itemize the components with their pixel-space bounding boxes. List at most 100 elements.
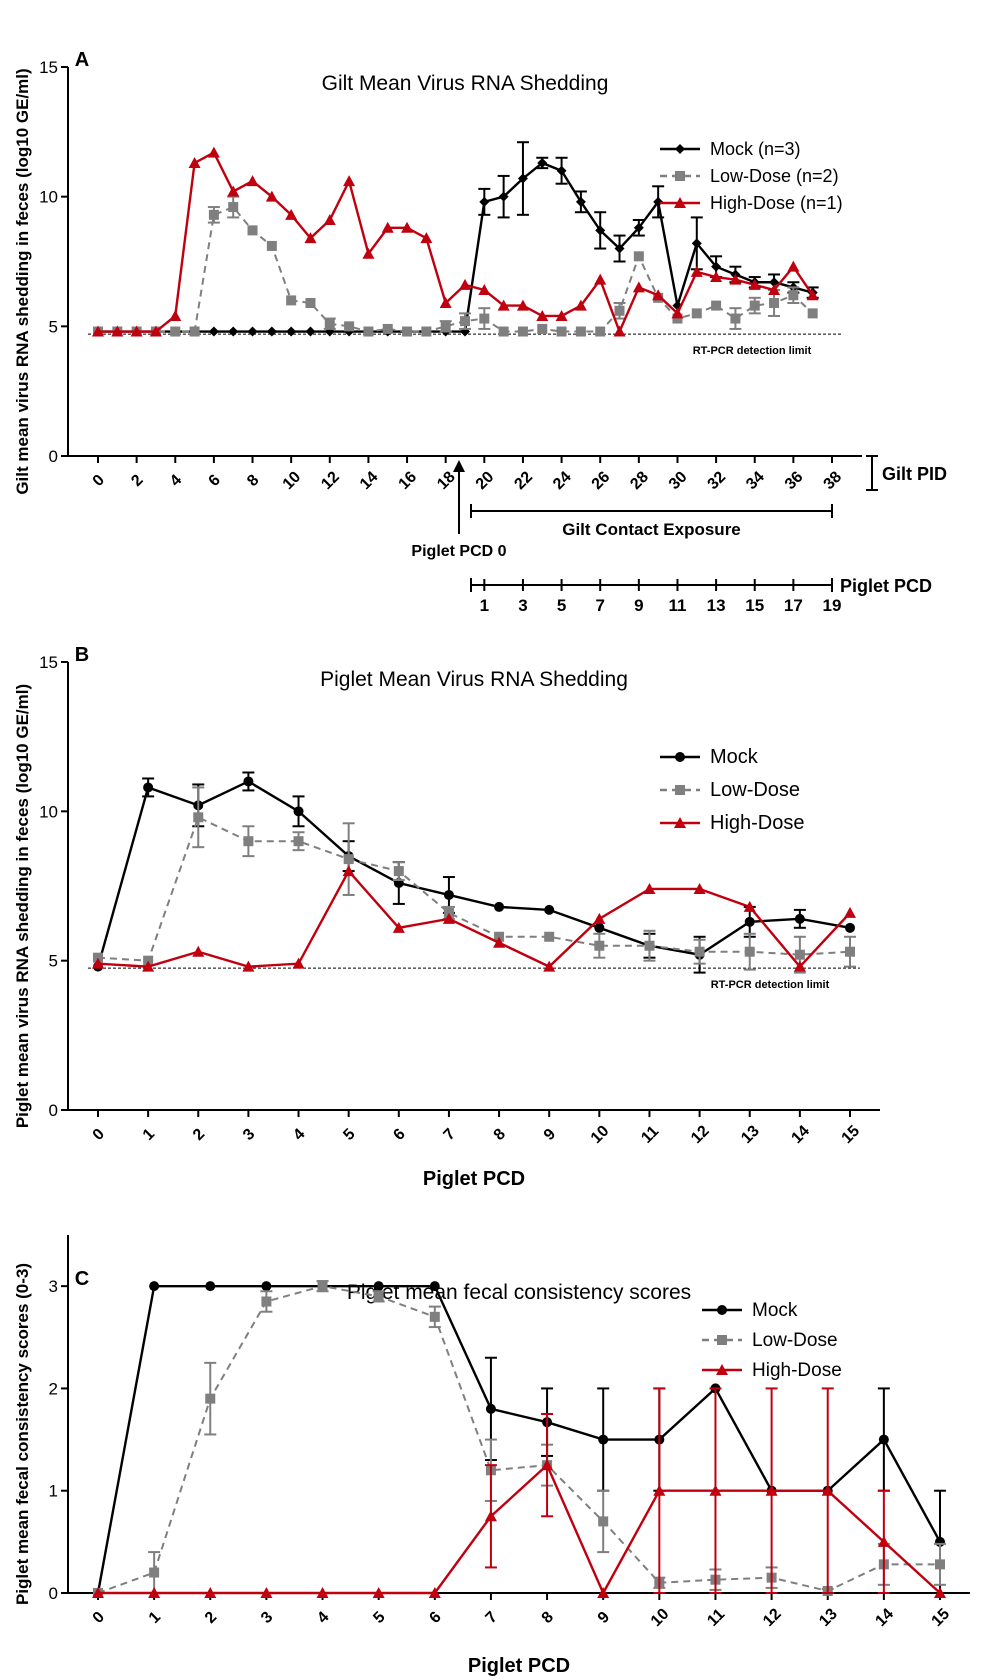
x-tick-label: 6 [390, 1126, 408, 1144]
piglet-pcd-tick-label: 13 [707, 596, 726, 615]
data-point [614, 305, 625, 316]
data-point [317, 1281, 328, 1292]
data-point [652, 289, 665, 301]
data-point [261, 1281, 272, 1292]
x-tick-label: 6 [426, 1609, 444, 1627]
data-point [878, 1434, 889, 1445]
x-tick-label: 38 [821, 468, 846, 493]
data-point [711, 300, 722, 311]
legend-marker [675, 171, 685, 181]
data-point [595, 326, 606, 337]
data-point [494, 901, 505, 912]
data-point [544, 931, 555, 942]
x-tick-label: 16 [396, 468, 421, 493]
data-point [787, 260, 800, 272]
data-point [541, 1459, 554, 1471]
y-tick-label: 1 [49, 1482, 58, 1501]
data-point [845, 946, 855, 957]
data-point [748, 278, 761, 290]
data-point [806, 289, 819, 301]
data-point [537, 157, 548, 168]
x-tick-label: 9 [595, 1609, 613, 1627]
chart-panel-A: A Gilt Mean Virus RNA Shedding Gilt mean v… [13, 49, 947, 615]
x-tick-label: 5 [370, 1609, 388, 1627]
data-point [207, 146, 220, 158]
data-point [653, 196, 664, 207]
data-point [935, 1559, 945, 1570]
x-tick-label: 6 [206, 472, 224, 490]
data-point [148, 1587, 161, 1598]
data-point [373, 1291, 384, 1302]
data-point [266, 240, 277, 251]
data-point [497, 299, 510, 311]
x-tick-label: 14 [357, 468, 382, 493]
panel-letter: A [75, 49, 89, 71]
data-point [143, 782, 154, 793]
data-point [794, 913, 805, 924]
x-tick-label: 3 [258, 1609, 276, 1627]
data-point [694, 946, 705, 957]
data-point [149, 1567, 160, 1578]
data-point [768, 284, 781, 296]
chart-title: Piglet Mean Virus RNA Shedding [320, 668, 628, 691]
legend-marker [675, 752, 685, 762]
y-axis-label: Piglet mean virus RNA shedding in feces … [13, 684, 32, 1128]
data-point [537, 323, 548, 334]
legend-label: Low-Dose [752, 1330, 838, 1351]
data-point [265, 190, 278, 202]
data-point [556, 326, 567, 337]
data-point [362, 247, 375, 259]
data-point [227, 185, 240, 197]
data-point [228, 202, 239, 213]
x-tick-label: 8 [491, 1126, 509, 1144]
data-point [428, 1587, 441, 1598]
data-point [111, 325, 124, 337]
legend-label: Mock [710, 746, 759, 768]
data-point [442, 912, 455, 924]
data-point [479, 196, 490, 207]
piglet-pcd-tick-label: 19 [823, 596, 842, 615]
data-point [593, 912, 606, 924]
data-point [266, 326, 277, 337]
data-point [877, 1535, 890, 1547]
x-tick-label: 15 [839, 1122, 864, 1147]
data-point [516, 299, 529, 311]
legend-label: High-Dose (n=1) [710, 193, 843, 213]
x-tick-label: 26 [589, 468, 614, 493]
data-point [614, 243, 625, 254]
data-point [243, 776, 254, 787]
data-point [242, 960, 255, 972]
data-point [205, 1393, 216, 1404]
x-tick-label: 0 [90, 1126, 108, 1144]
data-point [285, 208, 298, 220]
x-tick-label: 1 [140, 1126, 158, 1144]
x-tick-label: 8 [539, 1609, 557, 1627]
x-axis-label: Gilt PID [882, 464, 947, 484]
x-tick-label: 4 [167, 472, 185, 490]
x-tick-label: 10 [588, 1122, 613, 1147]
data-point [484, 1510, 497, 1522]
data-point [671, 307, 684, 319]
data-point [443, 889, 454, 900]
data-point [261, 1296, 272, 1307]
y-tick-label: 0 [49, 1584, 58, 1603]
x-tick-label: 11 [638, 1123, 662, 1147]
data-point [765, 1484, 778, 1496]
data-point [402, 326, 413, 337]
x-axis-label: Piglet PCD [423, 1168, 525, 1190]
data-point [769, 297, 780, 308]
x-tick-label: 9 [541, 1126, 559, 1144]
x-tick-label: 0 [90, 1609, 108, 1627]
chart-title: Gilt Mean Virus RNA Shedding [322, 72, 609, 95]
data-point [769, 277, 780, 288]
pcd0-arrowhead [453, 460, 465, 472]
data-point [690, 265, 703, 277]
x-tick-label: 10 [648, 1605, 673, 1630]
data-point [744, 916, 755, 927]
data-point [149, 325, 162, 337]
data-point [149, 1281, 160, 1292]
series-2 [92, 865, 856, 972]
piglet-pcd-axis-label: Piglet PCD [840, 576, 932, 596]
data-point [393, 866, 404, 877]
data-point [459, 278, 471, 290]
